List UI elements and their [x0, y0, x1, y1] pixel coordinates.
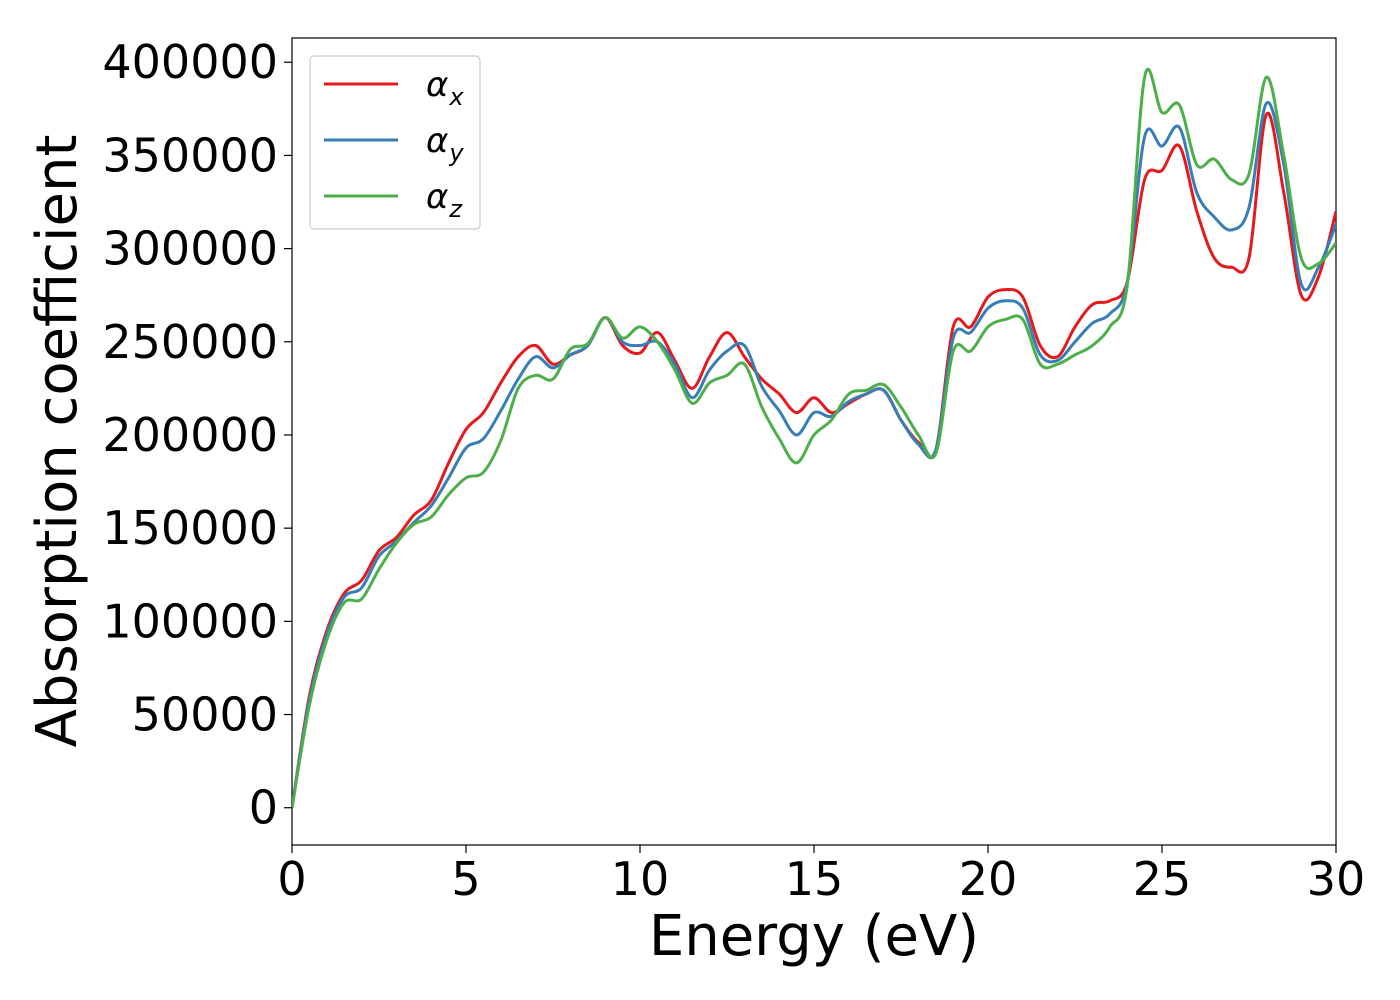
x-tick-label: 30	[1307, 852, 1366, 906]
x-tick-label: 10	[611, 852, 670, 906]
series-line-alpha-y	[292, 100, 1336, 808]
legend-label-alpha-z: αz	[426, 177, 463, 223]
y-axis: 0 50000 100000 150000 200000 250000 300000 3500…	[102, 35, 292, 835]
legend-symbol: α	[426, 65, 448, 105]
y-tick-label: 400000	[102, 35, 278, 89]
x-tick-label: 0	[277, 852, 306, 906]
y-tick-label: 350000	[102, 128, 278, 182]
y-tick-label: 300000	[102, 222, 278, 276]
y-tick-label: 50000	[132, 688, 278, 742]
x-axis-title: Energy (eV)	[649, 904, 979, 969]
y-tick-label: 200000	[102, 408, 278, 462]
series-layer	[292, 67, 1336, 808]
y-tick-label: 0	[249, 781, 278, 835]
y-axis-title: Absorption coefficient	[25, 135, 90, 748]
x-tick-label: 5	[451, 852, 480, 906]
x-tick-label: 20	[959, 852, 1018, 906]
x-tick-label: 25	[1133, 852, 1192, 906]
legend-symbol: α	[426, 177, 448, 217]
legend-box	[309, 55, 481, 230]
legend-subscript: z	[448, 195, 463, 223]
legend-label-alpha-y: αy	[426, 121, 464, 167]
x-tick-label: 15	[785, 852, 844, 906]
legend-subscript: x	[448, 83, 464, 111]
legend-symbol: α	[426, 121, 448, 161]
series-line-alpha-z	[292, 67, 1336, 808]
y-tick-label: 100000	[102, 594, 278, 648]
y-tick-label: 150000	[102, 501, 278, 555]
series-line-alpha-x	[292, 111, 1336, 808]
y-tick-label: 250000	[102, 315, 278, 369]
x-axis: 0 5 10 15 20 25 30	[277, 845, 1365, 906]
legend-label-alpha-x: αx	[426, 65, 464, 111]
legend-subscript: y	[448, 139, 464, 167]
